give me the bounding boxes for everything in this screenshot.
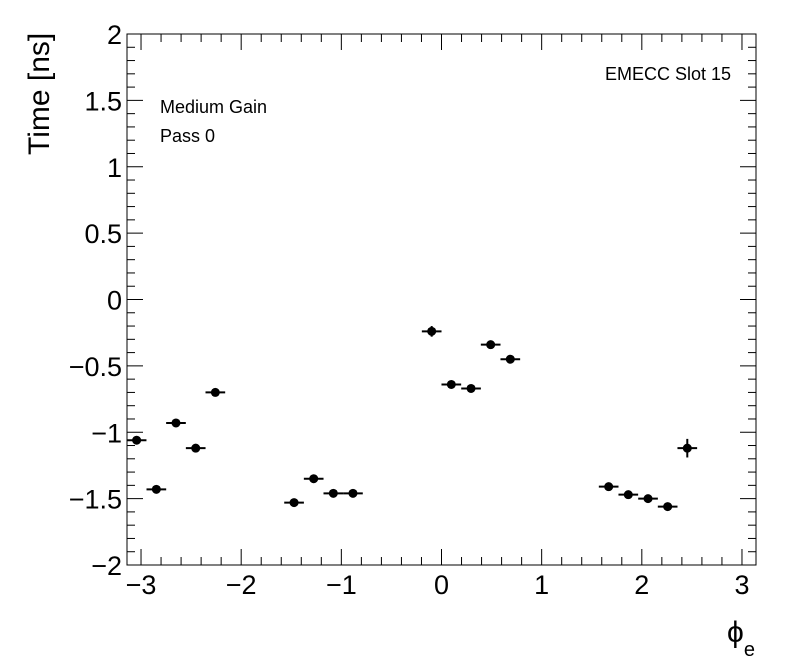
data-point bbox=[461, 383, 481, 393]
data-point bbox=[205, 387, 226, 397]
data-point bbox=[166, 418, 186, 428]
data-marker bbox=[210, 387, 220, 397]
data-point bbox=[657, 502, 678, 512]
y-axis-title: Time [ns] bbox=[23, 33, 56, 155]
data-marker bbox=[682, 443, 692, 453]
data-point bbox=[421, 326, 442, 337]
data-point bbox=[185, 443, 206, 453]
data-marker bbox=[663, 502, 673, 512]
data-marker bbox=[623, 490, 633, 500]
data-point bbox=[677, 438, 698, 458]
axis-ticks bbox=[127, 33, 756, 566]
data-point bbox=[638, 494, 658, 504]
data-point bbox=[598, 482, 619, 492]
data-marker bbox=[466, 383, 476, 393]
data-marker bbox=[427, 326, 437, 336]
x-tick-label: 3 bbox=[734, 570, 749, 600]
y-tick-label: −2 bbox=[91, 551, 122, 581]
data-marker bbox=[604, 482, 614, 492]
data-marker bbox=[171, 418, 181, 428]
data-point bbox=[303, 474, 324, 484]
data-marker bbox=[132, 435, 142, 445]
y-tick-label: −1 bbox=[91, 418, 122, 448]
data-marker bbox=[151, 484, 161, 494]
y-tick-label: 2 bbox=[107, 20, 122, 50]
data-point bbox=[441, 379, 462, 389]
y-tick-label: 0 bbox=[107, 286, 122, 316]
data-point bbox=[500, 354, 521, 364]
x-axis-title-sub: e bbox=[744, 639, 755, 661]
x-axis-title-main: ϕ bbox=[727, 616, 744, 649]
data-marker bbox=[446, 379, 456, 389]
annotation-gain: Medium Gain bbox=[160, 97, 267, 117]
annotation-pass: Pass 0 bbox=[160, 126, 215, 146]
y-tick-label: −0.5 bbox=[69, 352, 122, 382]
x-tick-label: 0 bbox=[434, 570, 449, 600]
x-tick-label: −3 bbox=[126, 570, 157, 600]
x-axis-title: ϕe bbox=[727, 616, 755, 661]
data-marker bbox=[309, 474, 319, 484]
data-points bbox=[127, 326, 698, 512]
data-point bbox=[480, 340, 501, 350]
axis-tick-labels: −3 −2 −1 0 1 2 3−2−1.5−1−0.500.511.52 bbox=[69, 20, 750, 600]
data-marker bbox=[348, 488, 358, 498]
x-tick-label: 2 bbox=[634, 570, 649, 600]
x-tick-label: −1 bbox=[326, 570, 357, 600]
y-tick-label: −1.5 bbox=[69, 485, 122, 515]
data-point bbox=[323, 488, 344, 498]
y-tick-label: 1 bbox=[107, 153, 122, 183]
data-marker bbox=[191, 443, 201, 453]
data-point bbox=[127, 435, 147, 445]
y-tick-label: 1.5 bbox=[84, 86, 122, 116]
data-point bbox=[343, 488, 363, 498]
data-marker bbox=[505, 354, 515, 364]
x-tick-label: −2 bbox=[226, 570, 257, 600]
data-point bbox=[146, 484, 167, 494]
data-marker bbox=[289, 498, 299, 508]
data-marker bbox=[486, 340, 496, 350]
annotation-slot: EMECC Slot 15 bbox=[605, 64, 731, 84]
data-point bbox=[618, 490, 639, 500]
y-tick-label: 0.5 bbox=[84, 219, 122, 249]
data-marker bbox=[328, 488, 338, 498]
data-point bbox=[284, 498, 304, 508]
data-marker bbox=[643, 494, 653, 504]
x-tick-label: 1 bbox=[534, 570, 549, 600]
